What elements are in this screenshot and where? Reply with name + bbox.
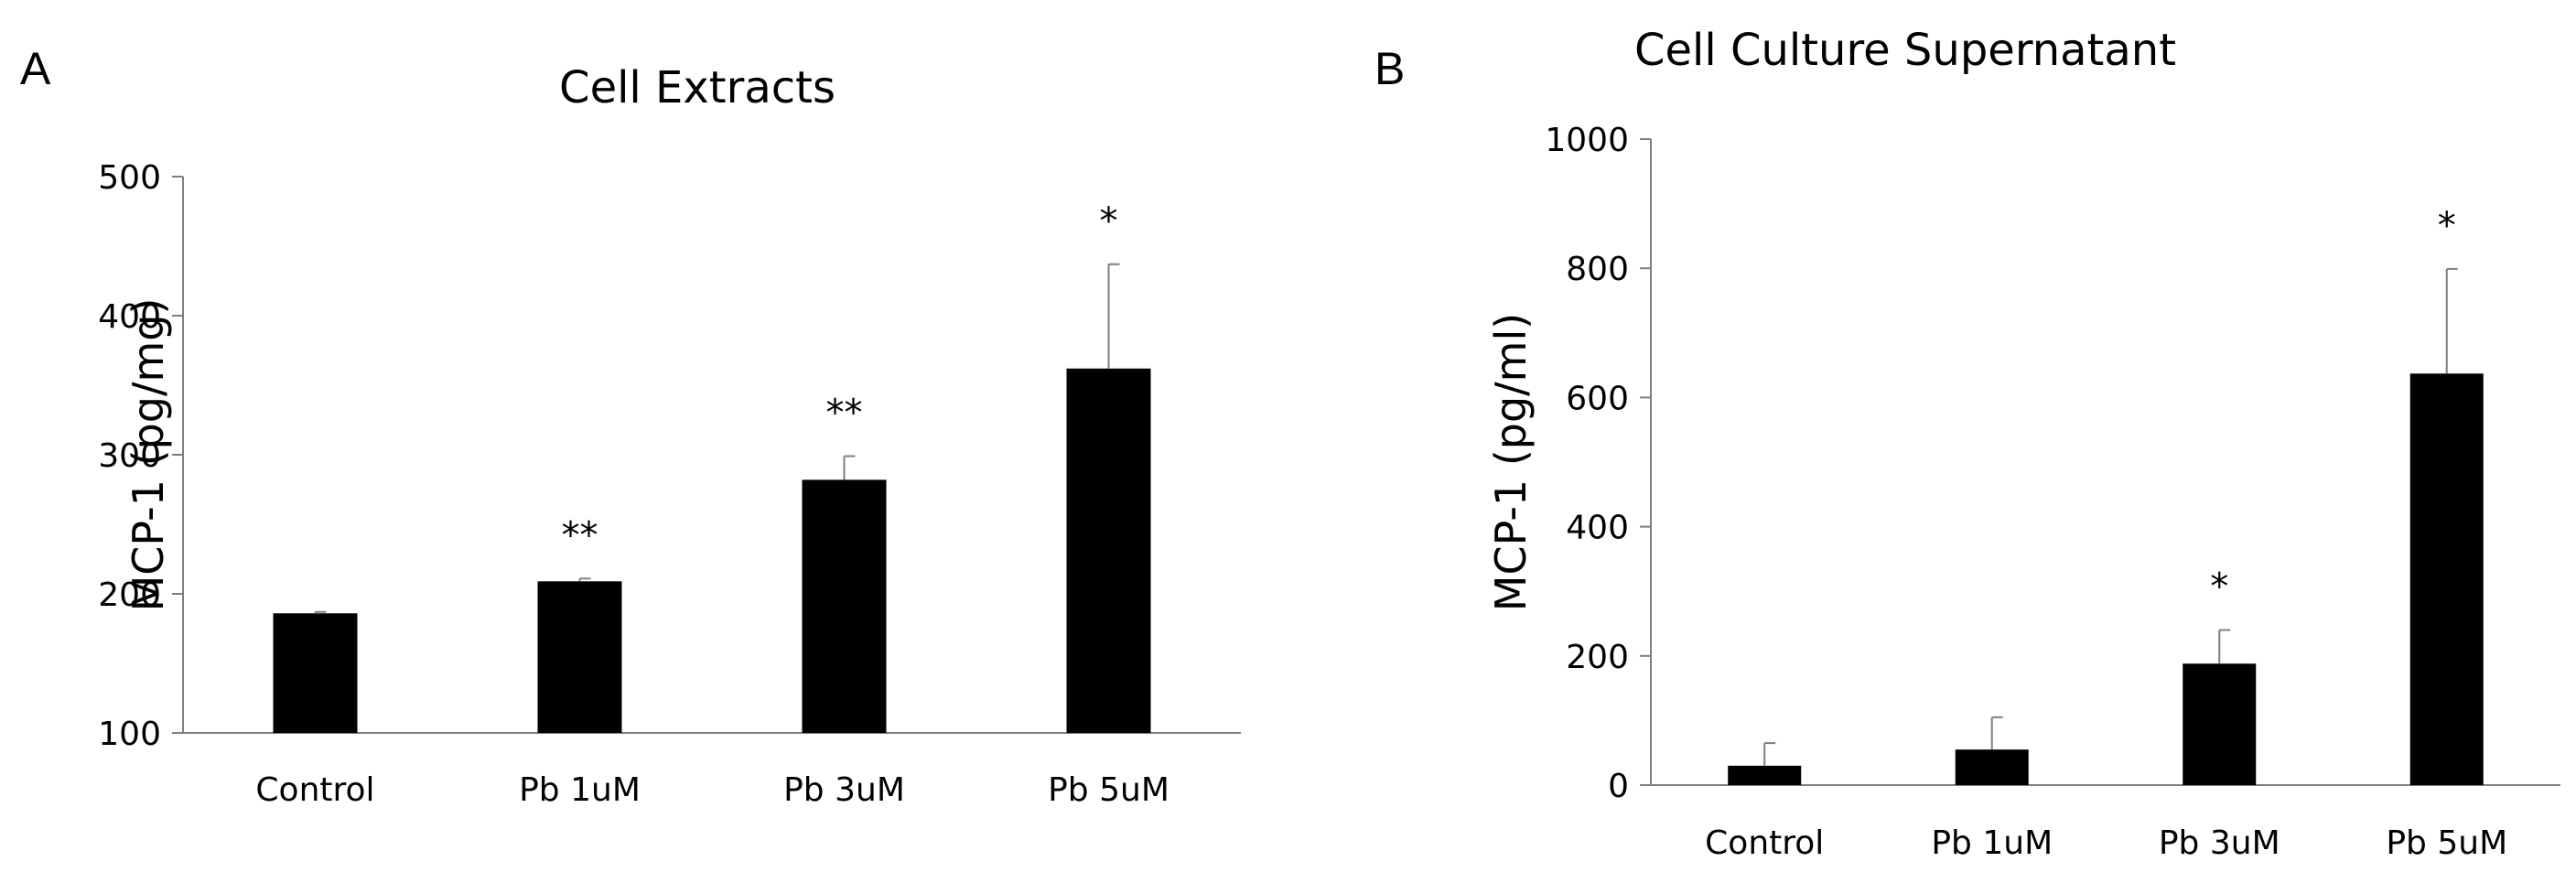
x-tick-label: Pb 5uM <box>2386 824 2507 862</box>
y-tick-label: 400 <box>98 298 161 336</box>
y-axis-label: MCP-1 (pg/mg) <box>124 298 173 612</box>
y-tick-label: 200 <box>1566 639 1629 676</box>
y-tick-label: 1000 <box>1545 122 1629 159</box>
panel-label-a: A <box>20 43 51 94</box>
bar <box>1728 765 1802 785</box>
y-tick-label: 300 <box>98 437 161 475</box>
significance-marker: ** <box>562 514 598 556</box>
y-tick-label: 400 <box>1566 510 1629 547</box>
chart-panel-b: B Cell Culture Supernatant MCP-1 (pg/ml) 0… <box>1318 0 2576 878</box>
bar <box>1955 749 2029 785</box>
y-tick-label: 100 <box>98 716 161 753</box>
x-tick-label: Pb 5uM <box>1048 771 1169 809</box>
panel-label-b: B <box>1374 43 1406 94</box>
chart-title: Cell Extracts <box>559 62 835 113</box>
bar-chart-cell-extracts: Cell Extracts MCP-1 (pg/mg) 100 200 300 400 50… <box>98 62 1241 809</box>
y-tick-label: 0 <box>1608 768 1629 805</box>
y-tick-label: 500 <box>98 159 161 197</box>
bar <box>537 581 622 733</box>
significance-marker: ** <box>826 393 863 435</box>
significance-marker: * <box>2438 205 2456 247</box>
chart-panel-a: A Cell Extracts MCP-1 (pg/mg) 100 200 300 400… <box>20 43 1241 809</box>
bar <box>2183 663 2257 785</box>
significance-marker: * <box>1100 200 1118 242</box>
x-tick-label: Pb 3uM <box>2159 824 2280 862</box>
bar <box>802 479 887 733</box>
bar <box>2409 373 2484 785</box>
x-tick-label: Pb 3uM <box>783 771 905 809</box>
bar <box>1066 368 1151 733</box>
y-axis-label: MCP-1 (pg/ml) <box>1486 313 1536 611</box>
y-tick-label: 600 <box>1566 380 1629 417</box>
significance-marker: * <box>2210 566 2228 608</box>
x-tick-label: Control <box>255 771 374 809</box>
x-tick-label: Pb 1uM <box>1931 824 2053 862</box>
bar-chart-cell-culture-supernatant: Cell Culture Supernatant MCP-1 (pg/ml) 0 20… <box>1486 25 2560 862</box>
chart-title: Cell Culture Supernatant <box>1634 25 2176 76</box>
y-tick-label: 800 <box>1566 251 1629 288</box>
bar <box>273 613 358 733</box>
y-tick-label: 200 <box>98 576 161 614</box>
x-tick-label: Control <box>1705 824 1824 862</box>
x-tick-label: Pb 1uM <box>519 771 641 809</box>
